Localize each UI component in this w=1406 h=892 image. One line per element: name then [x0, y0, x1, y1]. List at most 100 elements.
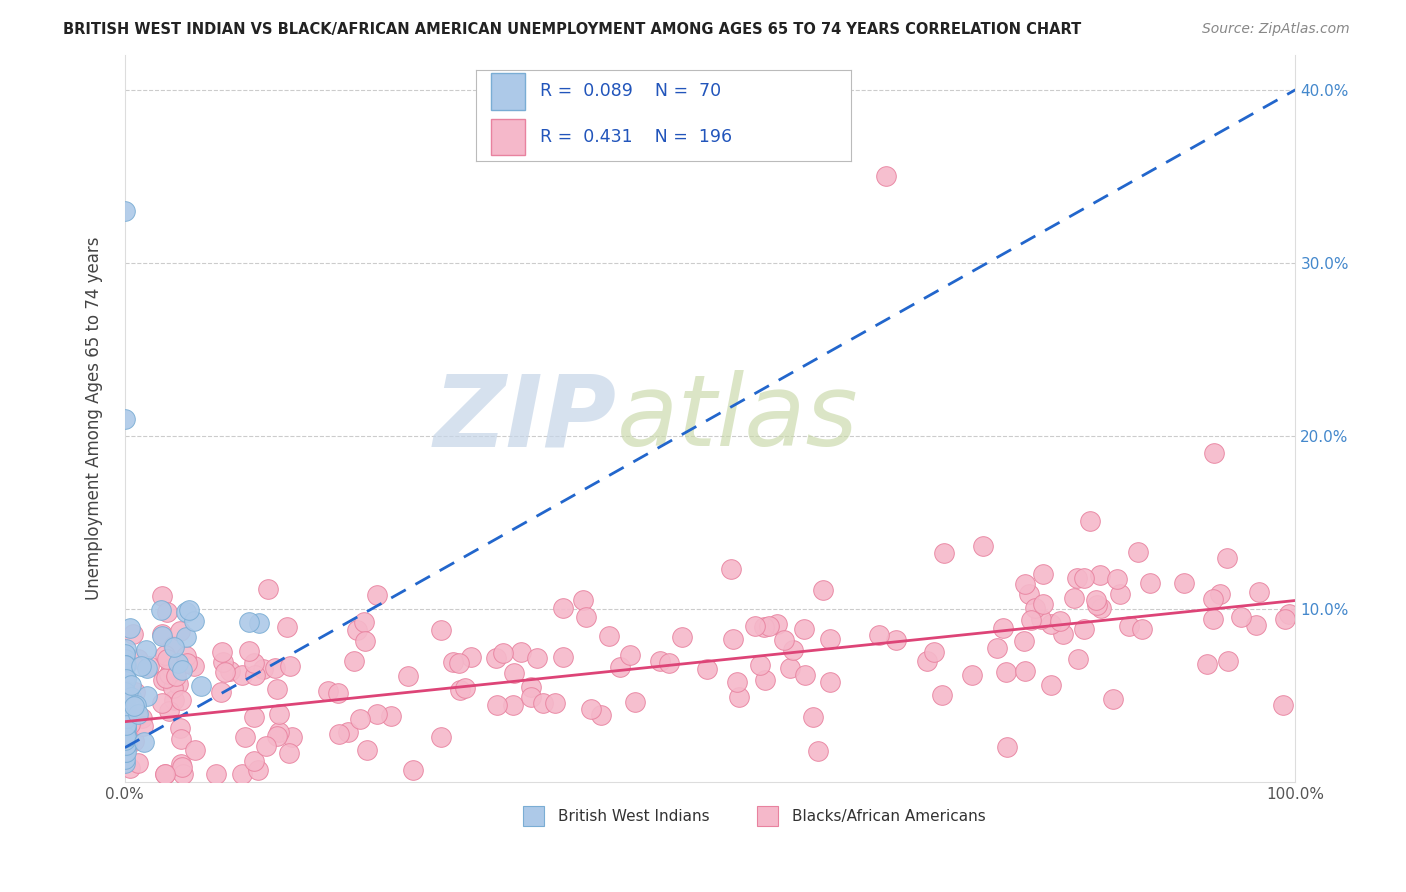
- Point: [118, 716, 141, 731]
- Point: [153, 766, 176, 780]
- Point: [214, 665, 236, 680]
- Point: [174, 630, 197, 644]
- Point: [531, 696, 554, 710]
- Point: [343, 654, 366, 668]
- Point: [114, 691, 136, 706]
- Point: [915, 654, 938, 668]
- Point: [972, 539, 994, 553]
- Point: [820, 632, 842, 646]
- Point: [353, 615, 375, 629]
- Point: [725, 675, 748, 690]
- Point: [1012, 633, 1035, 648]
- Point: [366, 707, 388, 722]
- Point: [114, 203, 136, 218]
- Point: [114, 647, 136, 661]
- Point: [748, 657, 770, 672]
- Point: [169, 624, 191, 638]
- Point: [150, 696, 173, 710]
- Point: [454, 681, 477, 695]
- Point: [183, 658, 205, 673]
- Point: [155, 671, 177, 685]
- Point: [170, 731, 193, 746]
- Point: [766, 616, 789, 631]
- Point: [243, 668, 266, 682]
- Point: [875, 169, 897, 184]
- Point: [114, 701, 136, 715]
- Point: [447, 657, 470, 671]
- Point: [150, 627, 173, 641]
- Point: [115, 657, 138, 672]
- Point: [609, 660, 631, 674]
- Point: [1078, 514, 1101, 528]
- Point: [231, 668, 253, 682]
- Point: [114, 686, 136, 700]
- Point: [127, 651, 149, 665]
- Point: [658, 657, 681, 671]
- Point: [150, 629, 173, 643]
- Point: [520, 690, 543, 704]
- Point: [396, 669, 419, 683]
- Point: [380, 709, 402, 723]
- Point: [122, 627, 145, 641]
- Point: [172, 766, 194, 780]
- Point: [138, 659, 160, 673]
- Point: [922, 644, 945, 658]
- Point: [135, 643, 157, 657]
- Point: [114, 714, 136, 729]
- Point: [114, 721, 136, 735]
- Point: [754, 673, 776, 688]
- Point: [1073, 570, 1095, 584]
- Point: [1202, 446, 1225, 460]
- Point: [114, 733, 136, 747]
- Point: [125, 698, 148, 712]
- Point: [779, 661, 801, 675]
- Point: [1274, 612, 1296, 626]
- Point: [114, 710, 136, 724]
- Point: [773, 633, 796, 648]
- Point: [114, 723, 136, 737]
- Point: [1208, 587, 1230, 601]
- Point: [190, 679, 212, 693]
- Point: [263, 660, 285, 674]
- Point: [115, 737, 138, 751]
- Point: [1063, 591, 1085, 605]
- Point: [794, 667, 817, 681]
- Point: [152, 673, 174, 687]
- Point: [1014, 664, 1036, 678]
- Point: [460, 650, 482, 665]
- Text: Source: ZipAtlas.com: Source: ZipAtlas.com: [1202, 22, 1350, 37]
- Point: [793, 622, 815, 636]
- Point: [744, 618, 766, 632]
- Point: [1073, 622, 1095, 636]
- Point: [995, 739, 1018, 754]
- Point: [526, 650, 548, 665]
- Point: [401, 764, 423, 778]
- Point: [127, 756, 149, 770]
- Point: [167, 656, 190, 670]
- Point: [247, 763, 270, 777]
- Point: [1088, 568, 1111, 582]
- Point: [166, 676, 188, 690]
- Point: [172, 663, 194, 677]
- Point: [131, 710, 153, 724]
- Point: [278, 746, 301, 760]
- Point: [115, 730, 138, 744]
- Point: [118, 621, 141, 635]
- Point: [1067, 652, 1090, 666]
- Point: [281, 730, 304, 744]
- Point: [155, 766, 177, 780]
- Point: [176, 656, 198, 670]
- Point: [1247, 584, 1270, 599]
- Point: [184, 743, 207, 757]
- Point: [1195, 657, 1218, 672]
- Point: [219, 664, 242, 678]
- Point: [115, 671, 138, 685]
- Point: [114, 411, 136, 425]
- Point: [1108, 587, 1130, 601]
- Point: [157, 704, 180, 718]
- Point: [114, 706, 136, 720]
- Point: [172, 760, 194, 774]
- Point: [1052, 626, 1074, 640]
- Point: [553, 601, 575, 615]
- Point: [1201, 592, 1223, 607]
